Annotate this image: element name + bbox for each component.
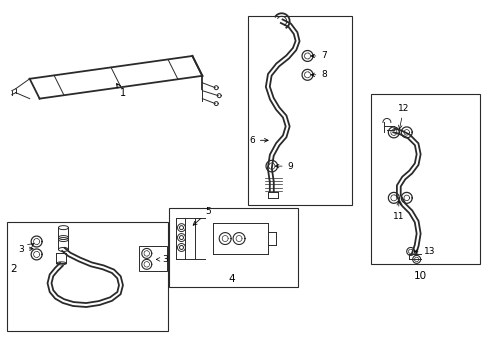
Bar <box>169 208 297 287</box>
Text: 6: 6 <box>249 136 268 145</box>
Text: 10: 10 <box>414 271 427 281</box>
Text: 3: 3 <box>18 245 33 254</box>
Bar <box>139 247 167 271</box>
Bar <box>7 222 168 331</box>
Text: 7: 7 <box>311 51 327 60</box>
Text: 13: 13 <box>414 247 435 256</box>
Text: 1: 1 <box>117 84 126 98</box>
Bar <box>248 16 352 205</box>
Text: 11: 11 <box>393 201 405 221</box>
Text: 2: 2 <box>10 264 17 274</box>
Text: 4: 4 <box>229 274 235 284</box>
Text: 12: 12 <box>398 104 410 129</box>
Text: 5: 5 <box>193 207 211 225</box>
Text: 9: 9 <box>275 162 294 171</box>
Text: 3: 3 <box>156 255 169 264</box>
Text: 8: 8 <box>311 70 327 79</box>
Bar <box>371 94 480 264</box>
